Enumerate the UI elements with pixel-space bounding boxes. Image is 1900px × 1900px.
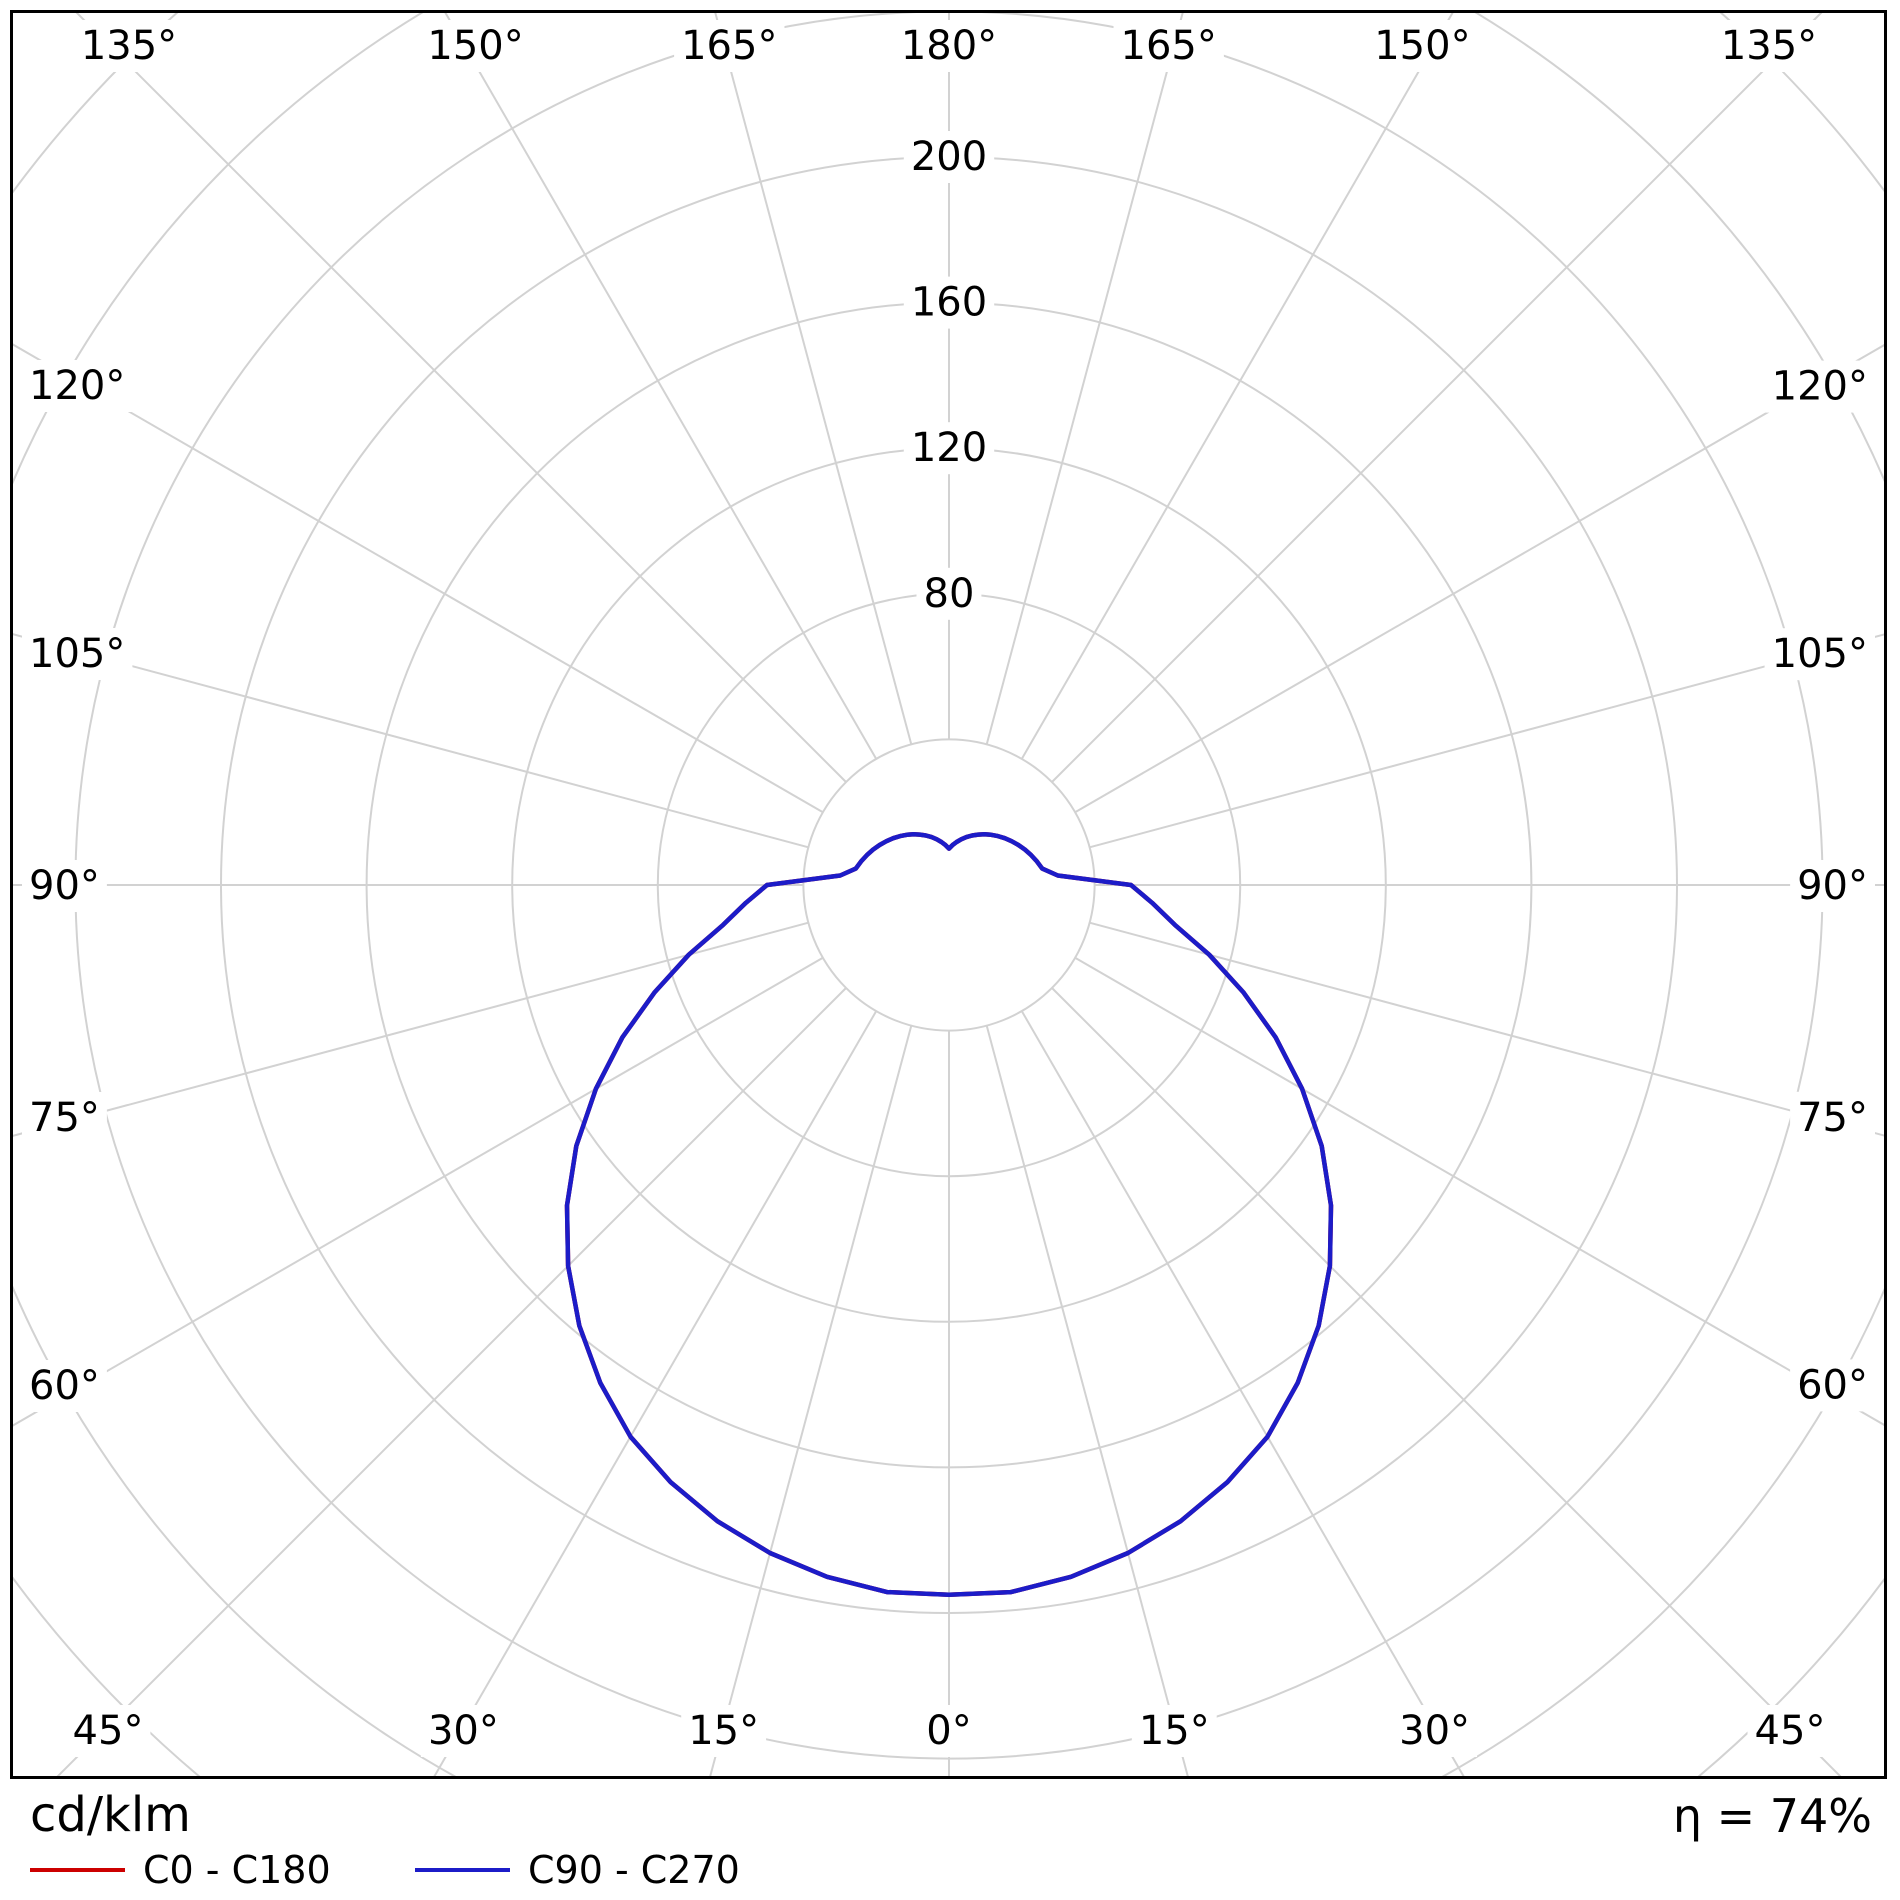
ring-tick-label-bg bbox=[903, 276, 995, 329]
angle-label-bg bbox=[1392, 1705, 1477, 1757]
angle-label-bg bbox=[674, 20, 785, 72]
grid-spoke bbox=[13, 956, 824, 1427]
grid-spoke bbox=[13, 633, 809, 849]
angle-label: 120° bbox=[1772, 364, 1868, 410]
angle-label-bg bbox=[65, 1705, 151, 1757]
angle-label-bg bbox=[1131, 1705, 1217, 1757]
angle-label: 165° bbox=[1121, 23, 1217, 69]
grid-spoke bbox=[56, 987, 847, 1776]
grid-ring bbox=[802, 738, 1096, 1032]
angle-label-bg bbox=[73, 20, 185, 72]
legend-line-c90-c270 bbox=[415, 1868, 510, 1872]
angle-label-bg bbox=[1790, 1091, 1875, 1144]
grid-spoke bbox=[1074, 344, 1884, 814]
angle-label-bg bbox=[681, 1705, 767, 1757]
angle-label: 45° bbox=[1755, 1708, 1826, 1754]
ring-tick-label: 200 bbox=[911, 134, 987, 180]
angle-label: 75° bbox=[1797, 1095, 1868, 1141]
unit-label: cd/klm bbox=[30, 1787, 191, 1843]
angle-label-bg bbox=[1713, 20, 1825, 72]
angle-label-bg bbox=[1367, 20, 1478, 72]
grid-spoke bbox=[1051, 13, 1823, 783]
angle-label-bg bbox=[22, 1092, 107, 1144]
angle-label: 15° bbox=[688, 1708, 759, 1754]
polar-chart-frame: 0° 15° 15° 30° 30° 45° 45° 60° 60° 75° 75° 90° 90° 10… bbox=[10, 10, 1887, 1779]
grid-spoke bbox=[1020, 13, 1454, 760]
grid-spoke bbox=[1089, 633, 1884, 849]
legend-item-c90-c270: C90 - C270 bbox=[415, 1845, 740, 1895]
angle-label-bg bbox=[420, 20, 531, 72]
angle-label-bg bbox=[1764, 628, 1875, 681]
grid-spoke bbox=[433, 1010, 878, 1776]
legend-item-c0-c180: C0 - C180 bbox=[30, 1845, 331, 1895]
angle-label: 120° bbox=[29, 363, 125, 409]
legend-line-c0-c180 bbox=[30, 1868, 125, 1872]
grid-spoke bbox=[1089, 921, 1884, 1137]
angle-label: 165° bbox=[681, 23, 777, 69]
angle-label: 90° bbox=[1797, 863, 1868, 909]
grid-spoke bbox=[709, 1025, 913, 1776]
ring-tick-label-bg bbox=[903, 422, 995, 475]
legend-label-c0-c180: C0 - C180 bbox=[143, 1848, 331, 1892]
ring-tick-label: 120 bbox=[911, 425, 987, 471]
angle-label: 15° bbox=[1139, 1708, 1210, 1754]
grid-spoke bbox=[444, 13, 878, 760]
grid-spoke bbox=[714, 13, 913, 745]
grid-spoke bbox=[1074, 956, 1884, 1426]
angle-label-bg bbox=[1764, 360, 1875, 413]
ring-tick-label-bg bbox=[916, 567, 982, 620]
angle-label: 30° bbox=[428, 1708, 499, 1754]
angle-label-bg bbox=[22, 860, 107, 912]
angle-label-bg bbox=[893, 20, 1005, 72]
angle-label: 45° bbox=[73, 1708, 144, 1754]
grid-spoke bbox=[985, 1025, 1189, 1776]
efficiency-label: η = 74% bbox=[1672, 1789, 1872, 1843]
ring-tick-label: 80 bbox=[924, 571, 975, 617]
angle-label: 180° bbox=[901, 23, 997, 69]
angle-label-bg bbox=[1113, 20, 1224, 72]
ring-tick-label-bg bbox=[903, 131, 995, 183]
angle-label-bg bbox=[420, 1705, 506, 1757]
angle-label-bg bbox=[22, 628, 133, 680]
angle-label-bg bbox=[22, 360, 133, 412]
grid-spoke bbox=[1051, 987, 1842, 1776]
angle-label: 150° bbox=[427, 23, 523, 69]
angle-label-bg bbox=[1747, 1705, 1833, 1757]
angle-label-bg bbox=[22, 1360, 107, 1412]
legend: C0 - C180 C90 - C270 bbox=[0, 1845, 1900, 1895]
angle-label-bg bbox=[1790, 1359, 1875, 1412]
angle-label-bg bbox=[919, 1705, 979, 1757]
grid-spoke bbox=[13, 343, 824, 814]
angle-label: 60° bbox=[1797, 1362, 1868, 1408]
legend-label-c90-c270: C90 - C270 bbox=[528, 1848, 740, 1892]
angle-label-bg bbox=[1790, 860, 1875, 912]
grid-spoke bbox=[985, 13, 1184, 745]
chart-footer: cd/klm η = 74% C0 - C180 C90 - C270 bbox=[0, 1779, 1900, 1900]
angle-label: 0° bbox=[926, 1708, 971, 1754]
angle-label: 135° bbox=[81, 23, 177, 69]
angle-label: 105° bbox=[29, 631, 125, 677]
ring-tick-label: 160 bbox=[911, 280, 987, 326]
angle-label: 105° bbox=[1772, 631, 1868, 677]
angle-label: 135° bbox=[1721, 23, 1817, 69]
grid-spoke bbox=[75, 13, 847, 783]
polar-chart: 0° 15° 15° 30° 30° 45° 45° 60° 60° 75° 75° 90° 90° 10… bbox=[13, 13, 1884, 1776]
angle-label: 75° bbox=[29, 1095, 100, 1141]
angle-label: 90° bbox=[29, 863, 100, 909]
grid-spoke bbox=[1020, 1010, 1465, 1776]
angle-label: 60° bbox=[29, 1363, 100, 1409]
angle-label: 150° bbox=[1374, 23, 1470, 69]
grid-spoke bbox=[13, 921, 809, 1137]
angle-label: 30° bbox=[1399, 1708, 1470, 1754]
curve-c90-c270 bbox=[564, 832, 1334, 1598]
